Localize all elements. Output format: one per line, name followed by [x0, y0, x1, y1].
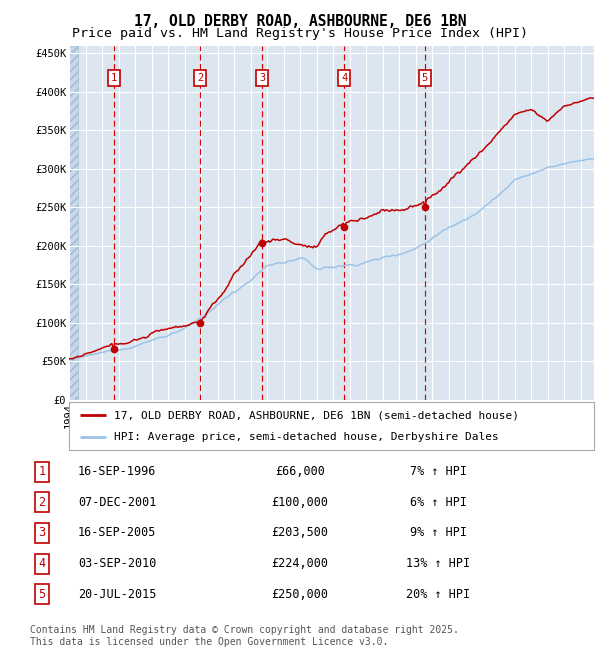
- Text: 5: 5: [422, 73, 428, 83]
- Text: 16-SEP-2005: 16-SEP-2005: [78, 526, 156, 539]
- Text: £203,500: £203,500: [271, 526, 329, 539]
- Text: Contains HM Land Registry data © Crown copyright and database right 2025.
This d: Contains HM Land Registry data © Crown c…: [30, 625, 459, 647]
- Text: 4: 4: [341, 73, 347, 83]
- Text: 5: 5: [38, 588, 46, 601]
- Text: 6% ↑ HPI: 6% ↑ HPI: [409, 496, 467, 509]
- Text: 3: 3: [259, 73, 265, 83]
- Text: 20% ↑ HPI: 20% ↑ HPI: [406, 588, 470, 601]
- Text: 13% ↑ HPI: 13% ↑ HPI: [406, 557, 470, 570]
- Text: £100,000: £100,000: [271, 496, 329, 509]
- Text: 2: 2: [38, 496, 46, 509]
- Text: 16-SEP-1996: 16-SEP-1996: [78, 465, 156, 478]
- Text: 1: 1: [38, 465, 46, 478]
- Text: 20-JUL-2015: 20-JUL-2015: [78, 588, 156, 601]
- Text: 7% ↑ HPI: 7% ↑ HPI: [409, 465, 467, 478]
- Text: 07-DEC-2001: 07-DEC-2001: [78, 496, 156, 509]
- Text: 3: 3: [38, 526, 46, 539]
- Text: 03-SEP-2010: 03-SEP-2010: [78, 557, 156, 570]
- Text: HPI: Average price, semi-detached house, Derbyshire Dales: HPI: Average price, semi-detached house,…: [113, 432, 499, 442]
- Text: 17, OLD DERBY ROAD, ASHBOURNE, DE6 1BN: 17, OLD DERBY ROAD, ASHBOURNE, DE6 1BN: [134, 14, 466, 29]
- Text: 17, OLD DERBY ROAD, ASHBOURNE, DE6 1BN (semi-detached house): 17, OLD DERBY ROAD, ASHBOURNE, DE6 1BN (…: [113, 410, 518, 420]
- Text: £224,000: £224,000: [271, 557, 329, 570]
- Text: 2: 2: [197, 73, 203, 83]
- Text: 9% ↑ HPI: 9% ↑ HPI: [409, 526, 467, 539]
- Text: 4: 4: [38, 557, 46, 570]
- Text: 1: 1: [110, 73, 117, 83]
- Text: £250,000: £250,000: [271, 588, 329, 601]
- Text: £66,000: £66,000: [275, 465, 325, 478]
- Text: Price paid vs. HM Land Registry's House Price Index (HPI): Price paid vs. HM Land Registry's House …: [72, 27, 528, 40]
